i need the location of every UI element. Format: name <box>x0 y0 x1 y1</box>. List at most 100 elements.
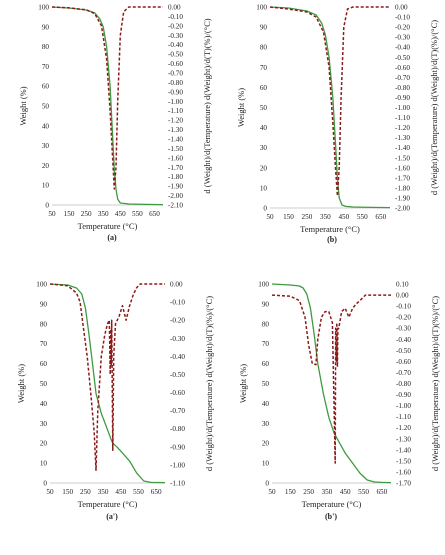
y2-tick-label: -1.00 <box>168 98 183 106</box>
y2-tick-label: -2.00 <box>395 205 410 213</box>
y2-tick-label: -0.40 <box>395 44 410 52</box>
y2-tick-label: -1.40 <box>395 144 410 152</box>
y2-tick-label: -1.30 <box>395 134 410 142</box>
y-tick-label: 30 <box>260 144 268 152</box>
y2-tick-label: -1.70 <box>396 480 411 488</box>
y-tick-label: 0 <box>265 480 269 488</box>
y2-tick-label: -1.10 <box>396 413 411 421</box>
y-tick-label: 60 <box>40 360 48 368</box>
x-tick-label: 550 <box>132 210 143 218</box>
y-tick-label: 0 <box>45 202 49 210</box>
y-tick-label: 10 <box>262 460 270 468</box>
x-tick-label: 250 <box>303 488 314 496</box>
x-tick-label: 50 <box>268 488 276 496</box>
x-tick-label: 650 <box>376 488 387 496</box>
x-tick-label: 650 <box>149 210 160 218</box>
x-tick-label: 650 <box>375 213 386 221</box>
y2-tick-label: -1.20 <box>396 424 411 432</box>
y-tick-label: 40 <box>262 400 270 408</box>
y2-tick-label: -0.40 <box>170 353 185 361</box>
y-tick-label: 100 <box>256 4 267 12</box>
y-tick-label: 40 <box>42 122 50 130</box>
y2-tick-label: -1.00 <box>396 402 411 410</box>
y-tick-label: 30 <box>40 420 48 428</box>
y2-tick-label: 0.00 <box>170 281 183 289</box>
x-tick-label: 550 <box>133 488 144 496</box>
chart-panel-2: 0 10 20 30 40 50 60 70 80 90 100 50 150 250 350 450 550 6… <box>236 4 439 245</box>
y2-tick-label: -1.70 <box>168 164 183 172</box>
chart-panel-4: 0 10 20 30 40 50 60 70 80 90 100 50 150 250 350 450 550 6… <box>238 281 440 522</box>
y2-tick-label: -1.90 <box>168 183 183 191</box>
y-axis-label: Weight (%) <box>18 86 28 125</box>
y2-tick-label: 0.00 <box>168 4 181 12</box>
y2-tick-label: -0.50 <box>396 347 411 355</box>
y-axis-label: Weight (%) <box>236 88 246 127</box>
panel-label: (a) <box>107 233 117 242</box>
y2-tick-label: -0.60 <box>395 64 410 72</box>
y2-axis-label: d (Weight)/d(Temperature) d(Weight)/d(T)… <box>430 296 440 471</box>
x-tick-label: 550 <box>358 488 369 496</box>
y-tick-label: 20 <box>42 162 50 170</box>
y-tick-label: 10 <box>42 182 50 190</box>
y2-tick-label: -1.50 <box>396 457 411 465</box>
y2-tick-label: -1.00 <box>395 104 410 112</box>
y-tick-label: 10 <box>260 184 268 192</box>
y-axis-label: Weight (%) <box>16 364 26 403</box>
y-tick-label: 90 <box>40 300 48 308</box>
y2-tick-label: -0.90 <box>168 88 183 96</box>
y2-tick-label: -1.10 <box>170 480 185 488</box>
y2-tick-label: -1.80 <box>395 184 410 192</box>
y2-tick-label: -1.40 <box>396 446 411 454</box>
x-tick-label: 150 <box>285 488 296 496</box>
x-tick-label: 250 <box>302 213 313 221</box>
y-tick-label: 20 <box>262 440 270 448</box>
chart-panel-3: 0 10 20 30 40 50 60 70 80 90 100 50 150 250 350 450 550 6… <box>16 281 214 522</box>
y2-tick-label: -0.20 <box>168 22 183 30</box>
x-axis-label: Temperature (°C) <box>78 499 138 509</box>
y2-tick-label: -0.90 <box>170 443 185 451</box>
y2-tick-label: -1.80 <box>168 173 183 181</box>
weight-series-line <box>271 283 392 484</box>
y2-tick-label: -0.20 <box>170 317 185 325</box>
x-tick-label: 250 <box>81 210 92 218</box>
y-tick-label: 60 <box>42 83 50 91</box>
y-tick-label: 80 <box>40 320 48 328</box>
y2-tick-label: -1.90 <box>395 194 410 202</box>
derivative-series-line <box>49 283 165 472</box>
weight-series-line <box>49 283 166 484</box>
x-tick-label: 350 <box>98 488 109 496</box>
derivative-series-line <box>269 6 390 197</box>
y-tick-label: 100 <box>36 281 47 289</box>
y-tick-label: 0 <box>43 480 47 488</box>
x-tick-label: 150 <box>62 488 73 496</box>
y-tick-label: 50 <box>42 103 50 111</box>
y2-tick-label: -0.20 <box>396 314 411 322</box>
y2-tick-label: -1.00 <box>170 461 185 469</box>
y2-tick-label: -1.50 <box>395 154 410 162</box>
y-tick-label: 20 <box>260 164 268 172</box>
y2-tick-label: -0.70 <box>396 369 411 377</box>
y2-tick-label: -0.90 <box>396 391 411 399</box>
x-tick-label: 450 <box>115 488 126 496</box>
y2-tick-label: -1.10 <box>395 114 410 122</box>
chart-panel-1: 0 10 20 30 40 50 60 70 80 90 100 50 150 250 350 450 550 6… <box>18 4 212 243</box>
y2-tick-label: -0.80 <box>168 79 183 87</box>
y2-tick-label: -1.40 <box>168 136 183 144</box>
x-axis-label: Temperature (°C) <box>300 224 360 234</box>
y2-tick-label: -0.50 <box>168 51 183 59</box>
x-tick-label: 50 <box>46 488 54 496</box>
x-tick-label: 650 <box>151 488 162 496</box>
y2-tick-label: -0.60 <box>168 60 183 68</box>
y-tick-label: 70 <box>260 64 268 72</box>
y-tick-label: 40 <box>260 124 268 132</box>
weight-series-line <box>51 6 164 206</box>
y2-tick-label: -0.80 <box>395 84 410 92</box>
y2-tick-label: -0.30 <box>395 34 410 42</box>
x-tick-label: 50 <box>48 210 56 218</box>
y2-tick-label: 0.00 <box>396 292 409 300</box>
x-tick-label: 350 <box>320 213 331 221</box>
y-tick-label: 90 <box>260 24 268 32</box>
y2-tick-label: -0.50 <box>395 54 410 62</box>
derivative-series-line <box>51 6 163 190</box>
